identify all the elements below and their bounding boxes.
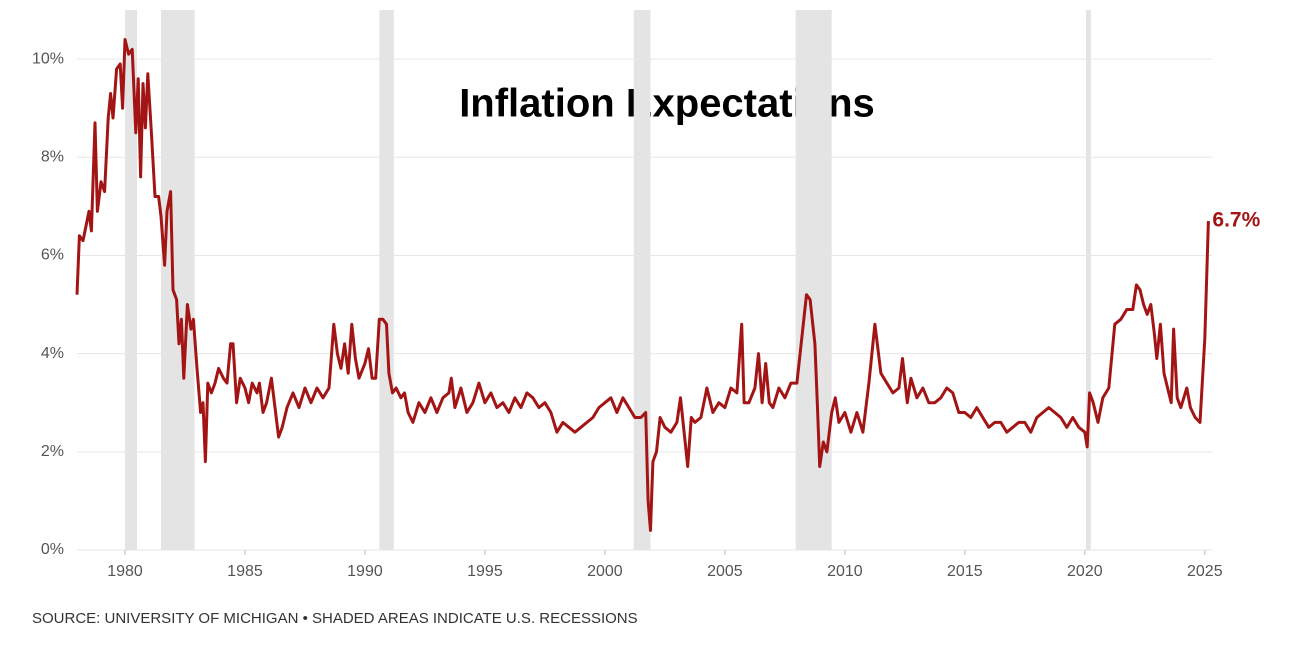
x-tick-label: 1990 (347, 563, 383, 580)
x-tick-label: 2025 (1187, 563, 1223, 580)
recession-band (1086, 10, 1091, 550)
recession-band (124, 10, 137, 550)
x-tick-label: 2000 (587, 563, 623, 580)
x-tick-label: 2010 (827, 563, 863, 580)
end-label: 6.7% (1212, 209, 1260, 232)
y-tick-label: 2% (41, 443, 64, 460)
x-tick-label: 2005 (707, 563, 743, 580)
y-tick-label: 10% (32, 50, 64, 67)
recession-band (795, 10, 832, 550)
x-tick-label: 1985 (227, 563, 263, 580)
source-note: SOURCE: UNIVERSITY OF MICHIGAN • SHADED … (32, 610, 638, 627)
y-tick-label: 8% (41, 148, 64, 165)
data-line (75, 38, 1210, 532)
recession-band (379, 10, 394, 550)
y-tick-label: 4% (41, 345, 64, 362)
y-tick-label: 0% (41, 541, 64, 558)
y-tick-label: 6% (41, 247, 64, 264)
x-tick-label: 2015 (947, 563, 983, 580)
x-tick-label: 1980 (107, 563, 143, 580)
recession-band (160, 10, 195, 550)
x-tick-label: 2020 (1067, 563, 1103, 580)
x-tick-label: 1995 (467, 563, 503, 580)
